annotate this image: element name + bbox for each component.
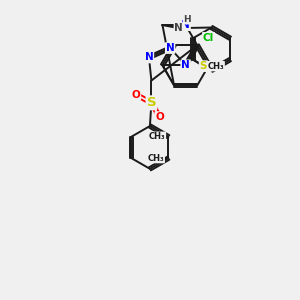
Text: CH₃: CH₃ — [208, 62, 224, 71]
Text: Cl: Cl — [203, 33, 214, 43]
Text: O: O — [132, 89, 140, 100]
Text: N: N — [145, 52, 153, 62]
Text: O: O — [155, 112, 164, 122]
Text: CH₃: CH₃ — [148, 154, 164, 163]
Text: H: H — [183, 15, 191, 24]
Text: S: S — [200, 61, 207, 71]
Text: N: N — [175, 23, 183, 33]
Text: N: N — [181, 60, 190, 70]
Text: N: N — [181, 20, 190, 30]
Text: CH₃: CH₃ — [149, 132, 166, 141]
Text: S: S — [147, 96, 156, 109]
Text: N: N — [166, 43, 175, 53]
